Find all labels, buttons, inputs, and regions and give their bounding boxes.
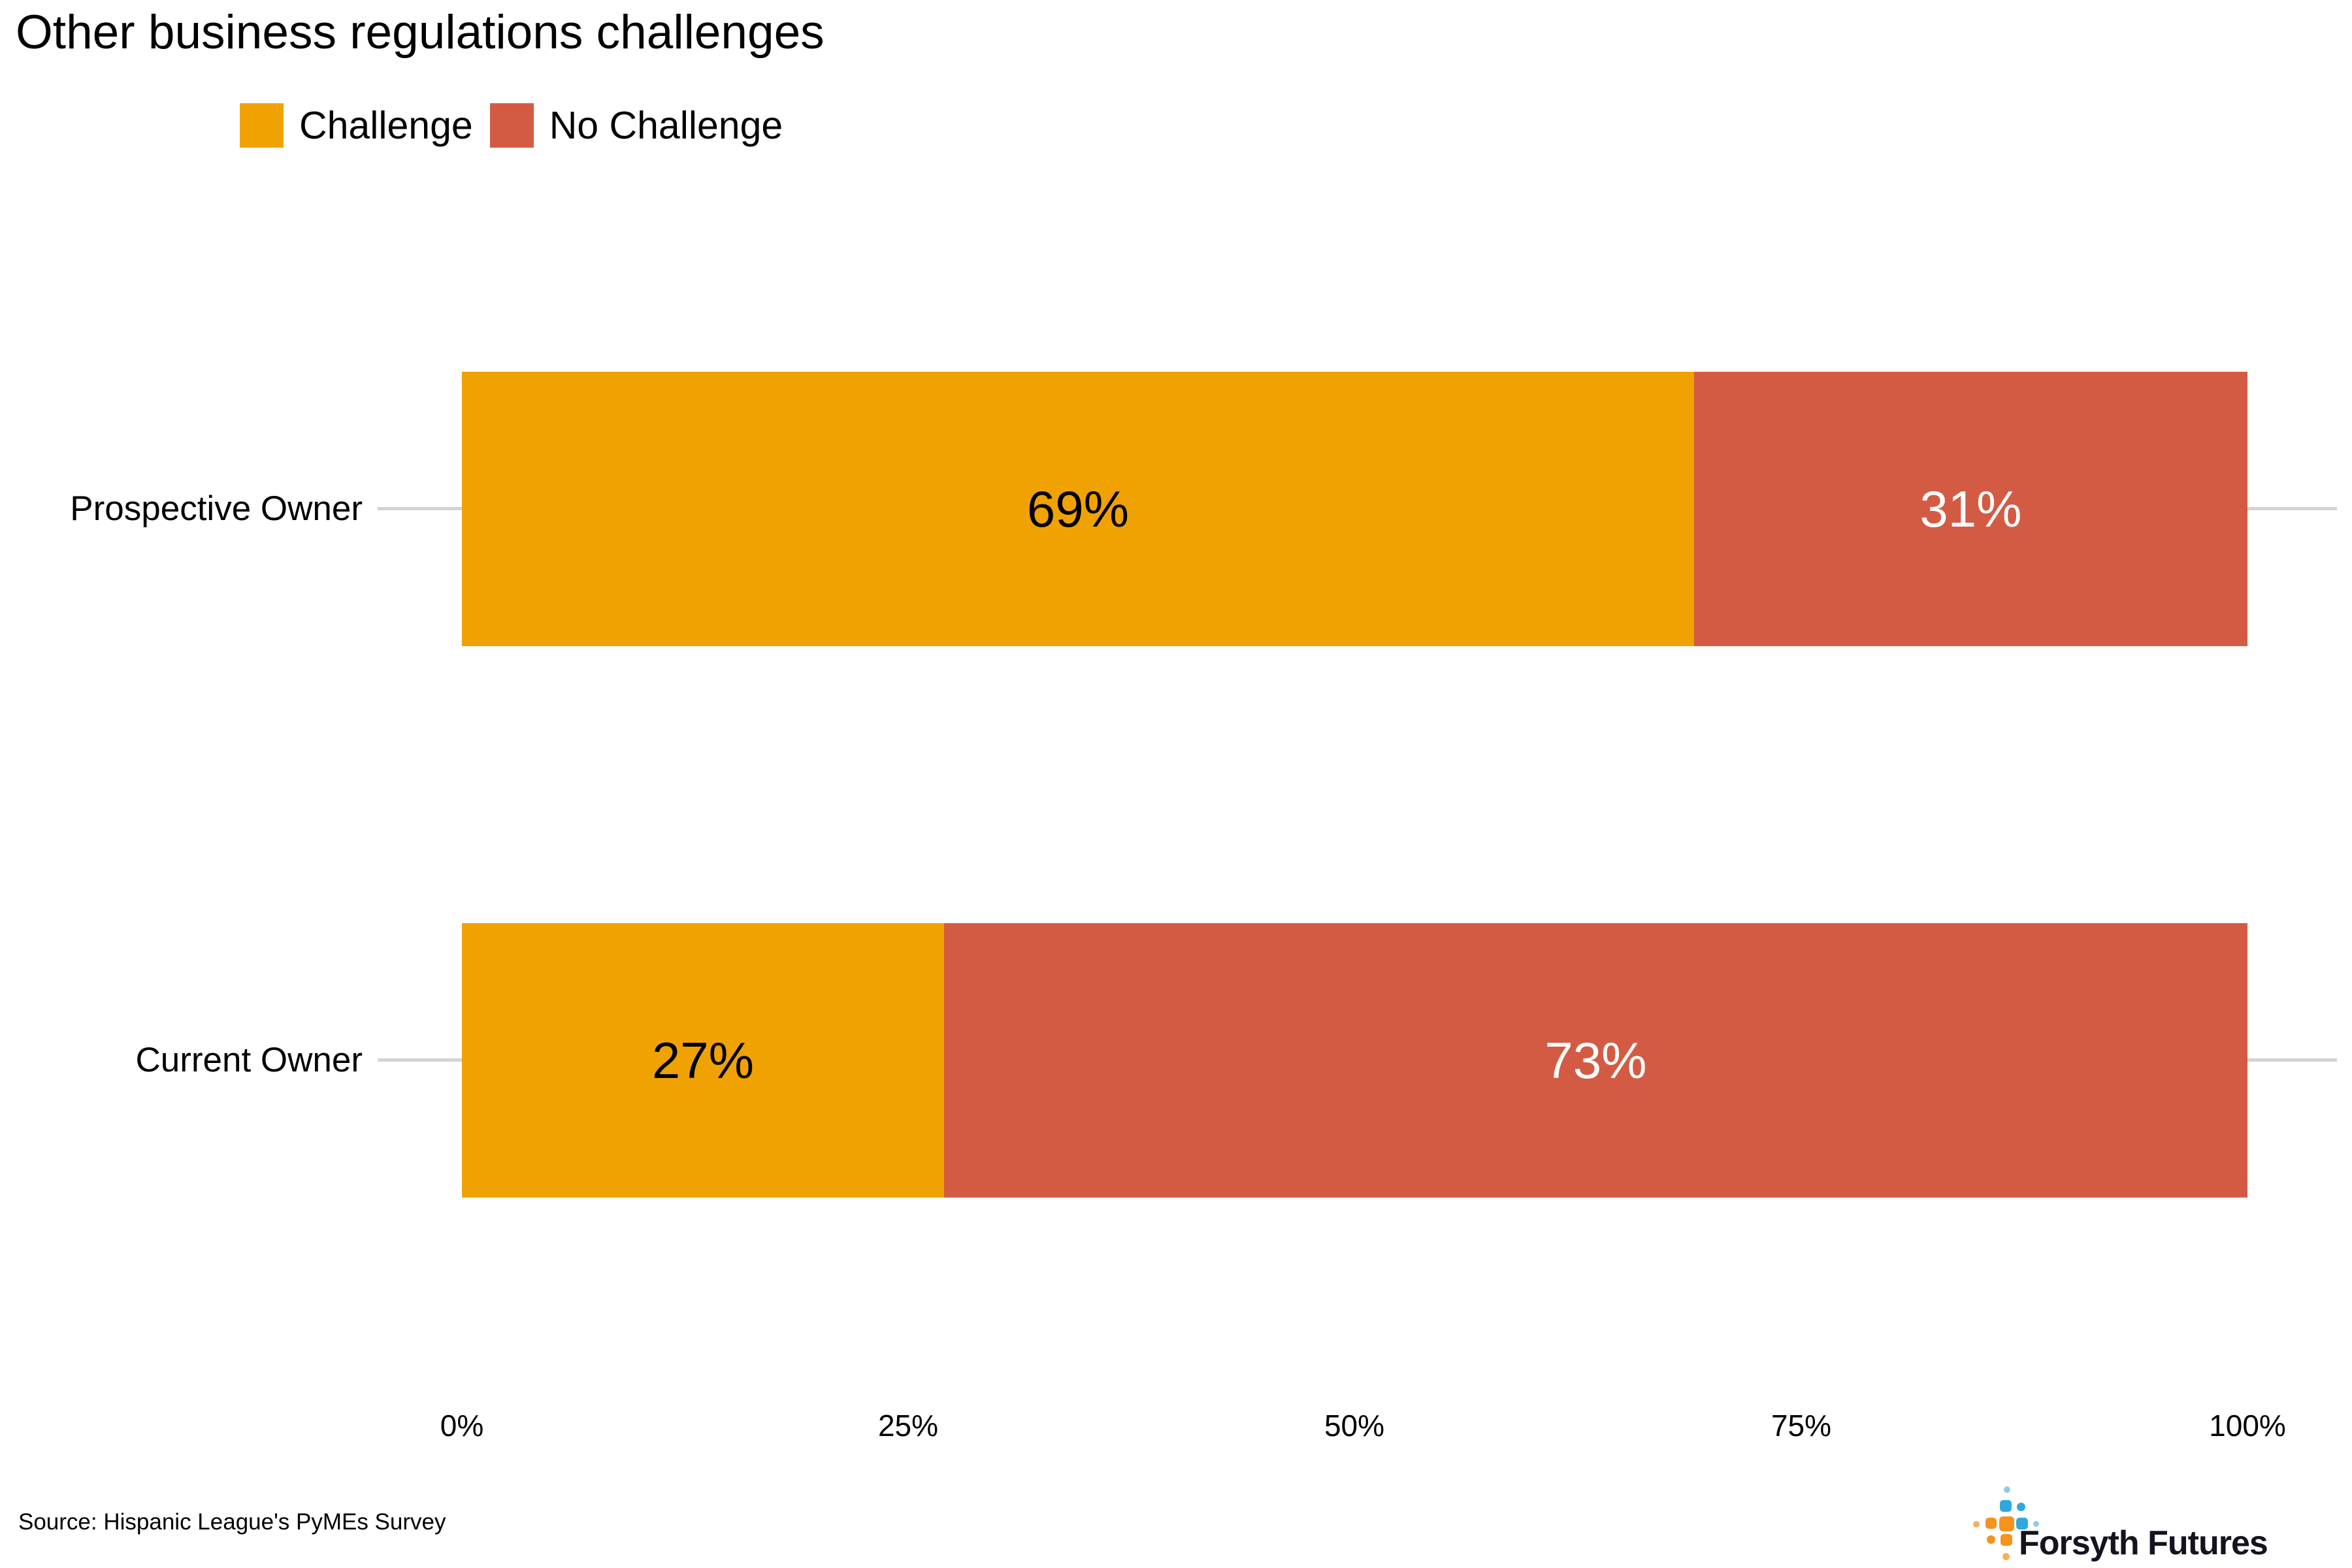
- legend: Challenge No Challenge: [240, 103, 783, 148]
- legend-item-no-challenge: No Challenge: [489, 103, 783, 148]
- legend-swatch-challenge: [240, 103, 284, 148]
- bar-segment-challenge: 69%: [462, 372, 1694, 646]
- x-tick-0: 0%: [440, 1409, 484, 1443]
- bar-current-owner: 27% 73%: [462, 923, 2247, 1198]
- x-tick-75: 75%: [1771, 1409, 1832, 1443]
- logo-text: Forsyth Futures: [2019, 1524, 2268, 1562]
- bar-segment-no-challenge: 31%: [1693, 372, 2247, 646]
- legend-label-challenge: Challenge: [299, 104, 473, 147]
- legend-item-challenge: Challenge: [240, 103, 473, 148]
- bar-value-label: 31%: [1919, 480, 2022, 538]
- bar-prospective-owner: 69% 31%: [462, 372, 2247, 646]
- x-tick-25: 25%: [877, 1409, 939, 1443]
- legend-label-no-challenge: No Challenge: [549, 104, 783, 147]
- forsyth-futures-logo: Forsyth Futures: [1963, 1478, 2268, 1568]
- source-note: Source: Hispanic League's PyMEs Survey: [18, 1509, 446, 1535]
- bar-value-label: 27%: [651, 1031, 755, 1089]
- x-tick-100: 100%: [2209, 1409, 2286, 1443]
- bar-value-label: 73%: [1544, 1031, 1647, 1089]
- category-label-current-owner: Current Owner: [135, 1041, 363, 1079]
- x-axis: 0% 25% 50% 75% 100%: [0, 1408, 2352, 1447]
- logo-dots-icon: [1963, 1478, 2048, 1568]
- bar-segment-challenge: 27%: [462, 923, 944, 1198]
- bar-value-label: 69%: [1026, 480, 1129, 538]
- x-tick-50: 50%: [1324, 1409, 1385, 1443]
- legend-swatch-no-challenge: [489, 103, 534, 148]
- chart-title: Other business regulations challenges: [16, 6, 825, 59]
- category-label-prospective-owner: Prospective Owner: [70, 489, 363, 528]
- bar-segment-no-challenge: 73%: [943, 923, 2247, 1198]
